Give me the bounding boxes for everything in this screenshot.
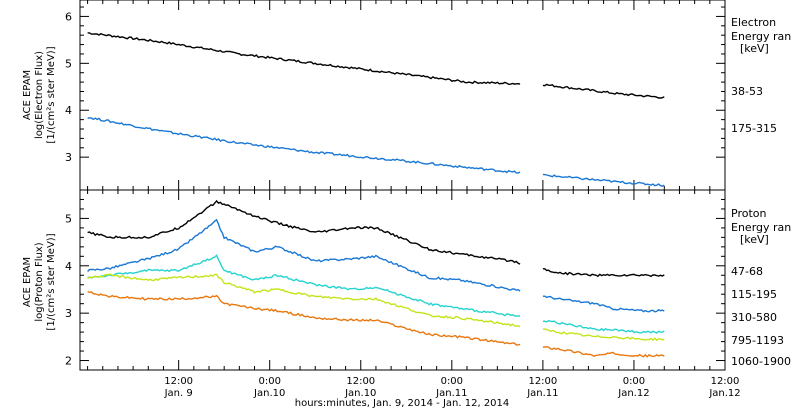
proton-legend-entry: 115-195 [731,288,777,301]
electron-ylabel-line3: [1/(cm²s ster MeV)] [46,46,57,143]
proton-series-795-1193 [87,273,665,342]
proton-panel-frame [79,189,726,371]
proton-ylabel-line2: log(Proton Flux) [34,242,45,321]
chart-marks: 3 4 5 6 38-53 175-315 2 3 4 5 47-68 115-195 310-580 7… [65,0,791,399]
x-tick-time-label: 0:00 [623,376,645,387]
electron-legend-title: Electron [731,16,776,29]
x-tick-date-label: Jan.10 [253,388,285,399]
x-tick-date-label: Jan.12 [617,388,649,399]
x-tick-date-label: Jan.11 [526,388,558,399]
proton-series-line [87,199,521,265]
proton-series-310-580 [87,254,665,334]
electron-series-line [542,83,665,99]
proton-series-1060-1900 [87,290,665,358]
electron-ytick-label: 5 [65,57,72,70]
electron-ylabel-line2: log(Electron Flux) [34,51,45,139]
x-tick-date-label: Jan. 9 [164,388,193,399]
proton-ytick-label: 3 [65,307,72,320]
proton-ytick-label: 5 [65,212,72,225]
proton-series-line [87,273,521,328]
proton-series-line [542,295,665,313]
x-tick-time-label: 12:00 [528,376,557,387]
proton-legend-energy: Energy ran [731,221,791,234]
proton-series-line [542,268,665,278]
electron-series-line [542,173,665,187]
electron-legend-entry: 175-315 [731,122,777,135]
proton-legend-entry: 795-1193 [731,334,784,347]
electron-series-line [87,32,521,86]
proton-ytick-label: 2 [65,355,72,368]
proton-legend-entry: 1060-1900 [731,355,791,368]
x-tick-time-label: 12:00 [346,376,375,387]
proton-series-line [542,328,665,342]
electron-legend-entry: 38-53 [731,85,763,98]
proton-series-line [87,254,521,317]
electron-ytick-label: 6 [65,10,72,23]
electron-series-line [87,117,521,174]
electron-ytick-label: 4 [65,104,72,117]
electron-ytick-label: 3 [65,151,72,164]
proton-legend-entry: 47-68 [731,265,763,278]
x-tick-time-label: 0:00 [441,376,463,387]
electron-legend-unit: [keV] [740,42,769,55]
proton-series-line [87,290,521,346]
proton-series-line [542,346,665,358]
proton-legend-entry: 310-580 [731,311,777,324]
proton-legend-title: Proton [731,207,766,220]
electron-series-38-53 [87,32,665,99]
proton-series-115-195 [87,218,665,313]
proton-series-line [87,218,521,292]
electron-series-175-315 [87,117,665,187]
x-tick-date-label: Jan.12 [708,388,740,399]
proton-series-line [542,320,665,334]
x-tick-time-label: 12:00 [164,376,193,387]
x-tick-time-label: 0:00 [258,376,280,387]
electron-legend-energy: Energy ran [731,30,791,43]
proton-ytick-label: 4 [65,260,72,273]
x-tick-date-label: Jan.11 [435,388,467,399]
proton-legend-unit: [keV] [740,233,769,246]
proton-ylabel-line3: [1/(cm²s ster MeV)] [46,233,57,330]
electron-ylabel-line1: ACE EPAM [22,70,33,120]
x-tick-time-label: 12:00 [711,376,740,387]
proton-ylabel-line1: ACE EPAM [22,257,33,307]
x-tick-date-label: Jan.10 [344,388,376,399]
x-axis-label: hours:minutes, Jan. 9, 2014 - Jan. 12, 2… [295,398,510,409]
proton-series-47-68 [87,199,665,278]
